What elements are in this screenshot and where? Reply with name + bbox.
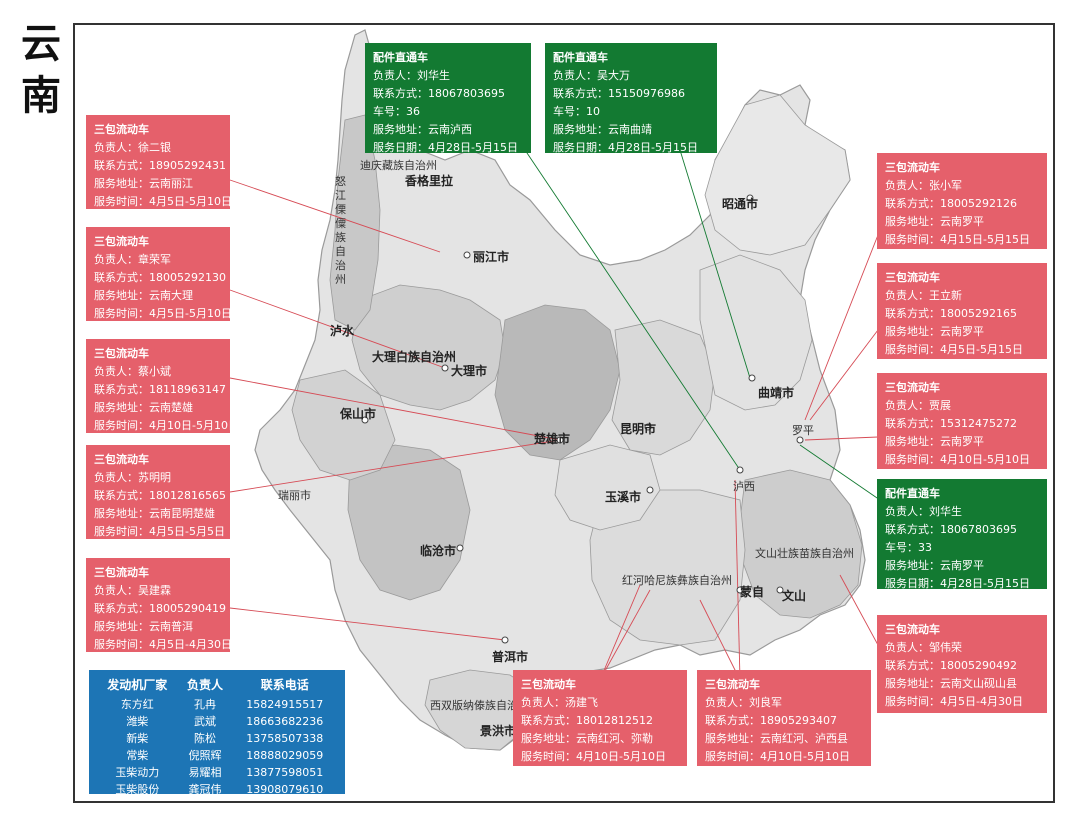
engine-contact-table: 发动机厂家 负责人 联系电话 东方红 孔冉 15824915517 潍柴 武斌 … — [89, 670, 345, 796]
label-qujing: 曲靖市 — [758, 386, 795, 400]
label-diqing: 迪庆藏族自治州 — [360, 159, 437, 172]
label-lushui: 泸水 — [330, 324, 355, 338]
label-kunming: 昆明市 — [620, 422, 657, 436]
label-puer: 普洱市 — [492, 650, 529, 664]
green-pointer-lines — [524, 149, 881, 501]
header-person: 负责人 — [187, 678, 224, 692]
service-box-lijiang: 三包流动车 负责人：徐二银 联系方式：18905292431 服务地址：云南丽江… — [86, 115, 232, 209]
parts-box-qujing: 配件直通车 负责人：吴大万 联系方式：15150976986 车号：10 服务地… — [545, 43, 717, 154]
label-xianggelila: 香格里拉 — [405, 174, 454, 188]
service-box-wenshan: 三包流动车 负责人：邹伟荣 联系方式：18005290492 服务地址：云南文山… — [877, 615, 1047, 713]
label-baoshan: 保山市 — [340, 407, 377, 421]
region-dali — [351, 284, 506, 411]
label-zhaotong: 昭通市 — [722, 197, 759, 211]
label-lincang: 临沧市 — [420, 544, 457, 558]
parts-box-luoping: 配件直通车 负责人：刘华生 联系方式：18067803695 车号：33 服务地… — [877, 479, 1047, 590]
region-yuxi — [554, 444, 661, 531]
city-dots — [361, 194, 804, 644]
region-kunming — [611, 319, 716, 456]
label-luoping: 罗平 — [792, 424, 814, 437]
table-row: 常柴 倪照辉 18888029059 — [126, 749, 324, 762]
label-jinghong: 景洪市 — [480, 724, 517, 738]
region-qujing — [699, 254, 813, 411]
label-yuxi: 玉溪市 — [605, 490, 642, 504]
label-xishuangbanna: 西双版纳傣族自治州 — [430, 699, 529, 712]
service-box-dali: 三包流动车 负责人：章荣军 联系方式：18005292130 服务地址：云南大理… — [86, 227, 232, 321]
label-chuxiong: 楚雄市 — [534, 432, 571, 446]
table-row: 新柴 陈松 13758507338 — [126, 732, 324, 745]
label-wenshan-prefecture: 文山壮族苗族自治州 — [755, 547, 854, 560]
label-nujiang: 怒江傈僳族自治州 — [335, 175, 346, 286]
label-dali-city: 大理市 — [451, 364, 488, 378]
service-box-honghe-luxi: 三包流动车 负责人：刘良军 联系方式：18905293407 服务地址：云南红河… — [697, 670, 871, 766]
label-lijiang: 丽江市 — [473, 250, 510, 264]
region-baoshan — [291, 369, 396, 481]
service-box-honghe-mile: 三包流动车 负责人：汤建飞 联系方式：18012812512 服务地址：云南红河… — [513, 670, 687, 766]
label-wenshan: 文山 — [782, 589, 807, 603]
region-lincang — [347, 444, 471, 601]
label-honghe: 红河哈尼族彝族自治州 — [622, 574, 732, 587]
label-mengzi: 蒙自 — [740, 585, 765, 599]
service-box-puer: 三包流动车 负责人：吴建霖 联系方式：18005290419 服务地址：云南普洱… — [86, 558, 232, 652]
service-box-kunming-chuxiong: 三包流动车 负责人：苏明明 联系方式：18012816565 服务地址：云南昆明… — [86, 445, 230, 539]
page-title: 云南 — [21, 21, 61, 119]
header-manufacturer: 发动机厂家 — [107, 678, 168, 692]
label-luxi: 泸西 — [733, 480, 755, 493]
label-dali-prefecture: 大理白族自治州 — [372, 350, 457, 364]
table-row: 玉柴股份 龚冠伟 13908079610 — [115, 783, 324, 796]
table-row: 潍柴 武斌 18663682236 — [126, 715, 324, 728]
service-box-chuxiong: 三包流动车 负责人：蔡小斌 联系方式：18118963147 服务地址：云南楚雄… — [86, 339, 239, 433]
pointer-lines — [229, 179, 879, 681]
table-row: 玉柴动力 易耀相 13877598051 — [115, 766, 324, 779]
service-box-luoping-3: 三包流动车 负责人：贾展 联系方式：15312475272 服务地址：云南罗平 … — [877, 373, 1047, 469]
table-row: 东方红 孔冉 15824915517 — [120, 698, 324, 711]
region-honghe — [589, 489, 746, 646]
service-box-luoping-2: 三包流动车 负责人：王立新 联系方式：18005292165 服务地址：云南罗平… — [877, 263, 1047, 359]
label-ruili: 瑞丽市 — [278, 489, 311, 502]
region-chuxiong — [494, 304, 621, 461]
parts-box-luxi: 配件直通车 负责人：刘华生 联系方式：18067803695 车号：36 服务地… — [365, 43, 531, 154]
region-zhaotong — [704, 94, 851, 256]
service-box-luoping-1: 三包流动车 负责人：张小军 联系方式：18005292126 服务地址：云南罗平… — [877, 153, 1047, 249]
header-phone: 联系电话 — [260, 678, 309, 692]
